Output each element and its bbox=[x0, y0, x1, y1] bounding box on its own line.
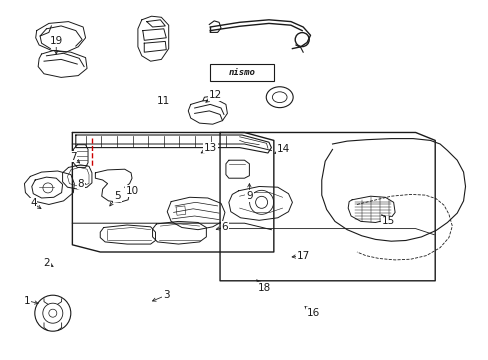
Text: 13: 13 bbox=[203, 143, 217, 153]
Text: 9: 9 bbox=[245, 191, 252, 201]
Text: 8: 8 bbox=[77, 179, 84, 189]
Text: 18: 18 bbox=[257, 283, 270, 293]
Text: 4: 4 bbox=[30, 198, 37, 208]
Text: 14: 14 bbox=[276, 144, 290, 154]
Text: 6: 6 bbox=[221, 222, 228, 232]
Text: 2: 2 bbox=[43, 258, 50, 268]
Text: 16: 16 bbox=[305, 308, 319, 318]
Text: 19: 19 bbox=[49, 36, 63, 46]
Text: 11: 11 bbox=[157, 96, 170, 106]
Text: 3: 3 bbox=[163, 290, 169, 300]
Text: 17: 17 bbox=[296, 251, 309, 261]
Text: 15: 15 bbox=[381, 216, 395, 226]
Ellipse shape bbox=[272, 92, 286, 103]
Text: 10: 10 bbox=[125, 186, 138, 196]
Text: 7: 7 bbox=[70, 152, 77, 162]
Text: 1: 1 bbox=[23, 296, 30, 306]
Text: nismo: nismo bbox=[228, 68, 255, 77]
Ellipse shape bbox=[265, 87, 292, 108]
Text: 12: 12 bbox=[208, 90, 222, 100]
Text: 5: 5 bbox=[114, 191, 121, 201]
Bar bbox=[210, 64, 273, 81]
